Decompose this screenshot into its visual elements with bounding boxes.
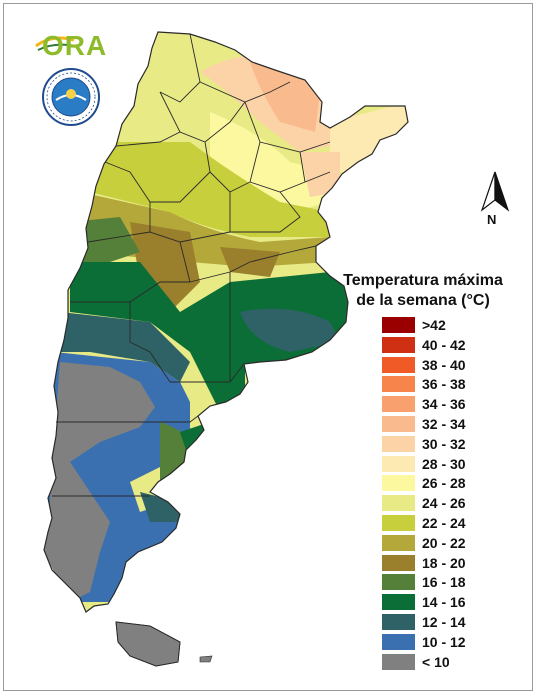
legend-label: 14 - 16 bbox=[422, 594, 466, 611]
legend-label: 36 - 38 bbox=[422, 376, 466, 393]
ora-logo: ORA bbox=[34, 28, 108, 61]
legend-swatch bbox=[382, 396, 415, 413]
legend-swatch bbox=[382, 455, 415, 472]
legend-swatch bbox=[382, 376, 415, 393]
smn-seal-logo bbox=[42, 68, 100, 126]
legend-swatch bbox=[382, 534, 415, 551]
legend-swatch bbox=[382, 336, 415, 353]
isla-de-los-estados bbox=[199, 655, 213, 663]
legend-label: >42 bbox=[422, 317, 446, 333]
tierra-del-fuego bbox=[115, 621, 181, 667]
legend-swatch bbox=[382, 574, 415, 591]
ora-logo-text: ORA bbox=[42, 30, 108, 61]
north-arrow: N bbox=[478, 170, 512, 230]
temperature-fill bbox=[44, 32, 408, 612]
legend-label: 18 - 20 bbox=[422, 554, 466, 571]
legend-swatch bbox=[382, 653, 415, 670]
argentina-temperature-map bbox=[43, 31, 409, 667]
legend-label: < 10 bbox=[422, 653, 450, 670]
legend-swatch bbox=[382, 515, 415, 531]
legend-swatch bbox=[382, 317, 415, 333]
legend-swatch bbox=[382, 633, 415, 650]
legend-swatch bbox=[382, 356, 415, 373]
legend-label: 20 - 22 bbox=[422, 534, 466, 551]
legend-label: 16 - 18 bbox=[422, 574, 466, 591]
legend-title-line1: Temperatura máxima bbox=[343, 272, 503, 289]
legend-swatch bbox=[382, 594, 415, 611]
legend-swatch bbox=[382, 614, 415, 630]
legend-swatch bbox=[382, 475, 415, 492]
legend-label: 30 - 32 bbox=[422, 435, 466, 452]
legend-swatch bbox=[382, 554, 415, 571]
legend-label: 12 - 14 bbox=[422, 614, 466, 630]
map-frame bbox=[3, 3, 533, 691]
legend-swatch bbox=[382, 416, 415, 432]
legend-label: 40 - 42 bbox=[422, 336, 466, 353]
legend-label: 28 - 30 bbox=[422, 455, 466, 472]
legend-label: 34 - 36 bbox=[422, 396, 466, 413]
legend-label: 26 - 28 bbox=[422, 475, 466, 492]
legend-label: 32 - 34 bbox=[422, 416, 466, 432]
north-arrow-label: N bbox=[487, 212, 497, 227]
legend-label: 10 - 12 bbox=[422, 633, 466, 650]
legend-swatch bbox=[382, 495, 415, 512]
legend-title-line2: de la semana (°C) bbox=[356, 292, 490, 309]
legend-label: 24 - 26 bbox=[422, 495, 466, 512]
legend-label: 22 - 24 bbox=[422, 515, 466, 531]
legend-label: 38 - 40 bbox=[422, 356, 466, 373]
legend-swatch bbox=[382, 435, 415, 452]
legend: Temperatura máxima de la semana (°C) >42… bbox=[340, 271, 530, 670]
